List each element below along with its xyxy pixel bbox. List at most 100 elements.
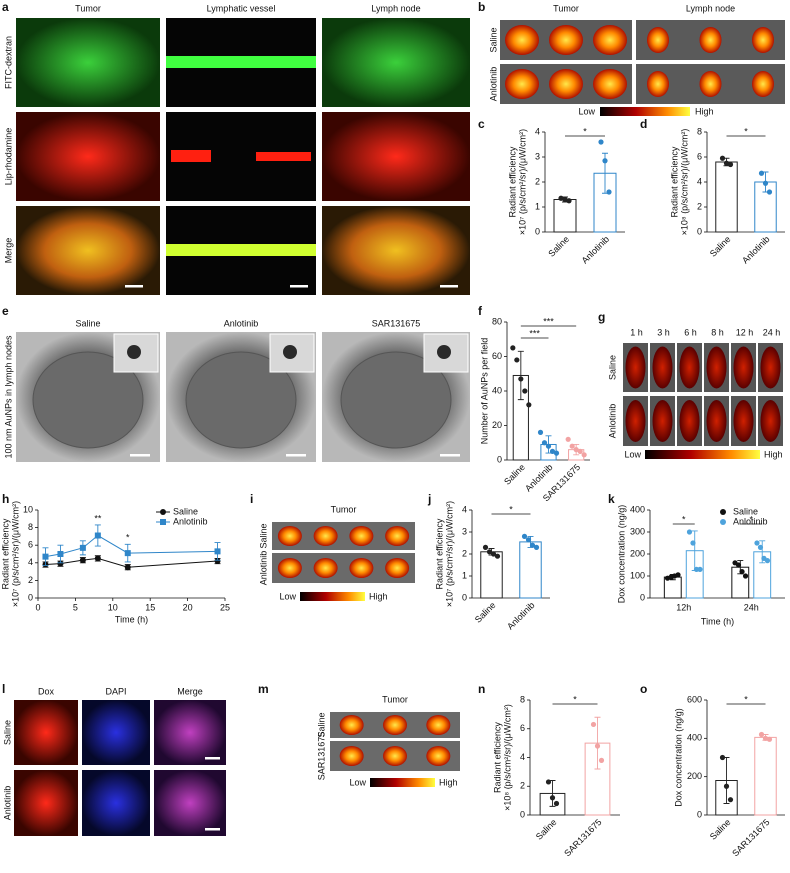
y-axis-label: Radiant efficiency [507,146,517,217]
data-point [686,529,693,535]
micrograph [82,770,150,836]
data-point [727,797,734,803]
colorbar [300,592,365,601]
y-tick-label: 3 [535,151,540,161]
heat-spot [349,558,374,578]
row-label: Saline [607,355,617,380]
image-title: Tumor [382,694,408,704]
heat-spot [549,69,583,99]
x-tick-label: Saline [502,462,527,487]
data-point [766,189,773,195]
data-point [526,402,532,408]
line [45,557,218,568]
data-point [598,757,605,763]
y-tick-label: 4 [697,176,702,186]
significance-label: * [583,126,587,136]
data-point [742,573,749,579]
data-point [764,558,771,564]
row-label: Anlotinib [2,786,12,821]
row-label: Lip-rhodamine [3,128,13,186]
y-tick-label: 2 [535,176,540,186]
data-point [541,440,548,446]
scale-bar [290,285,308,288]
x-tick-label: 12h [676,602,691,612]
significance-label: *** [543,316,554,326]
y-tick-label: 3 [462,526,467,536]
y-tick-label: 0 [462,592,467,602]
column-header: 6 h [684,327,697,337]
column-header: 12 h [736,327,754,337]
y-axis-label: Radiant efficiency [434,518,444,589]
y-tick-label: 200 [687,771,702,781]
panel-letter: e [2,304,9,318]
scale-bar [205,757,220,760]
micrograph [14,770,78,836]
x-tick-label: 0 [35,602,40,612]
panel-letter: j [427,492,431,506]
marker [57,560,64,567]
y-tick-label: 10 [23,504,33,514]
data-point [757,544,764,551]
colorbar-label: Low [279,591,296,601]
micrograph [322,18,470,107]
y-axis-label: ×10⁷ (p/s/cm²/sr)/(μW/cm²) [10,501,20,607]
data-point [494,553,501,559]
y-tick-label: 600 [687,694,702,704]
heat-spot [593,25,627,55]
mouse [679,346,700,389]
error-bar [594,716,601,770]
row-label: Anlotinib [607,404,617,439]
y-tick-label: 8 [697,126,702,136]
row-label: Saline [2,720,12,745]
legend-marker [720,509,726,515]
y-axis-label: Radiant efficiency [0,518,10,589]
colorbar-label: High [764,449,783,459]
x-tick-label: Anlotinib [580,234,611,265]
mouse [652,346,673,389]
data-point [486,549,493,555]
heat-spot [313,526,338,546]
vessel [171,150,211,162]
colorbar-label: High [369,591,388,601]
data-point [723,783,730,789]
y-tick-label: 6 [520,723,525,733]
heat-spot [752,71,774,97]
x-tick-label: Saline [473,600,498,625]
column-header: Lymph node [371,3,420,13]
mouse [760,400,781,442]
data-point [762,180,769,186]
column-header: 1 h [630,327,643,337]
y-axis-label: Number of AuNPs per field [479,338,489,445]
marker [79,544,86,551]
y-tick-label: 8 [520,694,525,704]
legend-label: Saline [733,506,758,516]
data-point [525,537,532,543]
data-point [490,551,497,557]
data-point [758,731,765,738]
scale-bar [205,828,220,831]
data-point [735,562,742,568]
y-tick-label: 0 [28,592,33,602]
mouse [679,400,700,442]
data-point [581,452,587,458]
significance-label: * [126,533,130,543]
heat-spot [505,25,539,55]
legend-marker [720,519,726,525]
data-point [549,448,556,454]
panel-letter: m [258,682,269,696]
panel-letter: c [478,117,485,131]
data-point [565,436,571,442]
mouse [706,400,727,442]
bar [553,199,577,233]
data-point [529,542,536,548]
marker [214,558,221,565]
data-point [762,735,769,741]
data-point [723,160,730,166]
column-header: Tumor [75,3,101,13]
row-label: FITC-dextran [3,36,13,89]
column-header: DAPI [105,686,126,696]
legend-label: Anlotinib [733,516,768,526]
x-tick-label: SAR131675 [730,817,771,858]
mouse [652,400,673,442]
marker [124,550,131,557]
